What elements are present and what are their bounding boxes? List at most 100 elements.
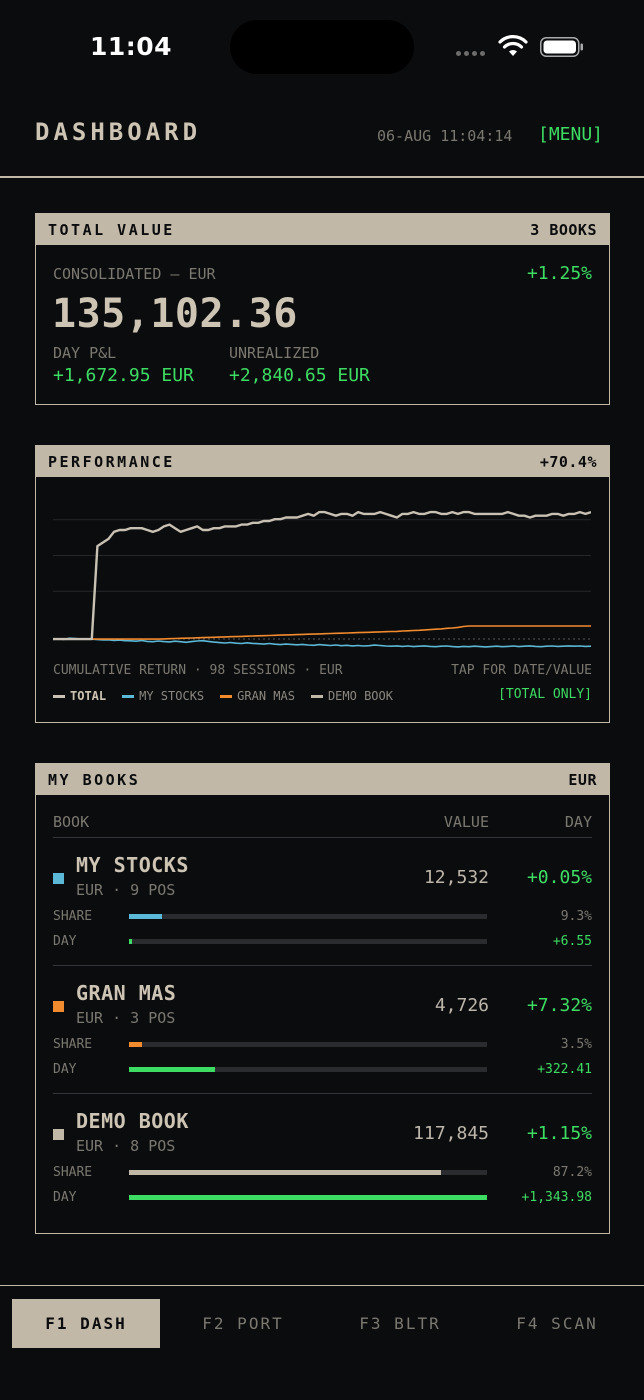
legend-label: GRAN MAS (237, 689, 295, 703)
bottom-nav: F1 DASH F2 PORT F3 BLTR F4 SCAN (0, 1285, 644, 1400)
book-color-swatch (53, 1129, 64, 1140)
column-value: VALUE (443, 813, 489, 831)
books-column-header: BOOK VALUE DAY (53, 795, 592, 838)
day-bar-fill (129, 1067, 215, 1072)
day-bar (129, 939, 487, 944)
dynamic-island (230, 20, 414, 74)
book-value: 4,726 (434, 995, 489, 1016)
day-bar-fill (129, 939, 132, 944)
total-only-toggle[interactable]: [TOTAL ONLY] (498, 687, 592, 702)
total-change: +1.25% (526, 263, 592, 284)
share-label: SHARE (53, 909, 93, 924)
legend-item[interactable]: GRAN MAS (220, 689, 295, 703)
day-pnl-label: DAY P&L (53, 344, 117, 362)
books-title: MY BOOKS (48, 770, 141, 789)
day-label: DAY (53, 1062, 77, 1077)
legend-swatch (122, 694, 135, 698)
books-currency: EUR (568, 770, 597, 789)
total-amount: 135,102.36 (52, 291, 298, 337)
total-value-header: TOTAL VALUE 3 BOOKS (36, 214, 609, 245)
book-day-change: +0.05% (526, 867, 592, 888)
book-value: 117,845 (413, 1123, 489, 1144)
column-day: DAY (564, 813, 592, 831)
share-value: 87.2% (552, 1165, 592, 1180)
day-amount: +1,343.98 (521, 1190, 592, 1205)
book-value: 12,532 (423, 867, 489, 888)
day-bar-fill (129, 1195, 487, 1200)
nav-tab-port[interactable]: F2 PORT (169, 1299, 317, 1348)
share-bar (129, 914, 487, 919)
book-name: GRAN MAS (76, 981, 177, 1005)
book-row[interactable]: GRAN MAS EUR · 3 POS 4,726 +7.32% SHARE … (53, 966, 592, 1094)
books-count: 3 BOOKS (530, 220, 597, 239)
day-amount: +322.41 (537, 1062, 592, 1077)
series-line-my-stocks (53, 637, 591, 648)
legend-swatch (310, 694, 323, 698)
book-meta: EUR · 9 POS (76, 881, 176, 899)
share-label: SHARE (53, 1037, 93, 1052)
day-bar (129, 1195, 487, 1200)
book-day-change: +7.32% (526, 995, 592, 1016)
performance-header: PERFORMANCE +70.4% (36, 446, 609, 477)
book-meta: EUR · 8 POS (76, 1137, 176, 1155)
chart-legend: TOTAL MY STOCKS GRAN MAS DEMO BOOK (53, 689, 393, 703)
share-value: 3.5% (560, 1037, 592, 1052)
unrealized-value: +2,840.65 EUR (229, 365, 370, 386)
performance-change: +70.4% (539, 452, 597, 471)
wifi-icon (498, 35, 528, 56)
series-line-gran-mas (53, 625, 591, 640)
status-bar: 11:04 (0, 0, 644, 96)
header-clock: 06-AUG 11:04:14 (377, 127, 513, 145)
day-label: DAY (53, 934, 77, 949)
book-color-swatch (53, 1001, 64, 1012)
total-value-panel: TOTAL VALUE 3 BOOKS CONSOLIDATED — EUR +… (35, 213, 610, 405)
legend-swatch (53, 694, 65, 698)
share-bar-fill (129, 914, 163, 919)
legend-label: TOTAL (70, 689, 107, 703)
legend-swatch (220, 694, 233, 698)
status-time: 11:04 (90, 32, 173, 61)
performance-panel: PERFORMANCE +70.4% CUMULATIVE RETURN · 9… (35, 445, 610, 723)
book-name: DEMO BOOK (76, 1109, 189, 1133)
book-color-swatch (53, 873, 64, 884)
battery-icon (540, 37, 583, 57)
column-book: BOOK (53, 813, 90, 831)
share-label: SHARE (53, 1165, 93, 1180)
chart-hint: TAP FOR DATE/VALUE (451, 663, 592, 678)
book-row[interactable]: MY STOCKS EUR · 9 POS 12,532 +0.05% SHAR… (53, 838, 592, 966)
consolidated-label: CONSOLIDATED — EUR (53, 265, 216, 283)
chart-caption: CUMULATIVE RETURN · 98 SESSIONS · EUR (53, 663, 343, 678)
book-name: MY STOCKS (76, 853, 189, 877)
app-header: DASHBOARD 06-AUG 11:04:14 [MENU] (0, 96, 644, 178)
page-title: DASHBOARD (35, 118, 202, 146)
books-header: MY BOOKS EUR (36, 764, 609, 795)
cellular-signal-icon (456, 51, 485, 56)
nav-tab-scan[interactable]: F4 SCAN (483, 1299, 631, 1348)
day-bar (129, 1067, 487, 1072)
legend-label: MY STOCKS (139, 689, 205, 703)
day-amount: +6.55 (552, 934, 592, 949)
day-label: DAY (53, 1190, 77, 1205)
unrealized-label: UNREALIZED (229, 344, 320, 362)
book-day-change: +1.15% (526, 1123, 592, 1144)
legend-label: DEMO BOOK (327, 689, 393, 703)
menu-button[interactable]: [MENU] (538, 124, 604, 145)
total-value-title: TOTAL VALUE (48, 220, 175, 239)
share-bar (129, 1170, 487, 1175)
share-value: 9.3% (560, 909, 592, 924)
nav-tab-dash[interactable]: F1 DASH (12, 1299, 160, 1348)
series-line-total (53, 510, 591, 641)
share-bar-fill (129, 1170, 442, 1175)
nav-tab-bltr[interactable]: F3 BLTR (326, 1299, 474, 1348)
performance-title: PERFORMANCE (48, 452, 175, 471)
legend-item[interactable]: MY STOCKS (122, 689, 204, 703)
books-panel: MY BOOKS EUR BOOK VALUE DAY MY STOCKS EU… (35, 763, 610, 1234)
legend-item[interactable]: DEMO BOOK (310, 689, 393, 703)
book-meta: EUR · 3 POS (76, 1009, 176, 1027)
share-bar (129, 1042, 487, 1047)
legend-item[interactable]: TOTAL (53, 689, 106, 703)
performance-chart[interactable] (53, 488, 591, 656)
book-row[interactable]: DEMO BOOK EUR · 8 POS 117,845 +1.15% SHA… (53, 1094, 592, 1222)
share-bar-fill (129, 1042, 142, 1047)
day-pnl-value: +1,672.95 EUR (53, 365, 194, 386)
